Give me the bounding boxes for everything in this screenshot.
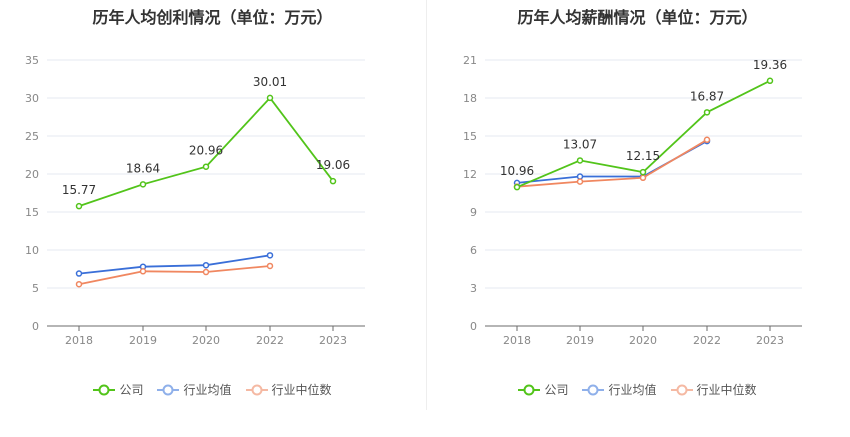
legend-label: 行业中位数: [271, 383, 332, 397]
y-tick-label: 5: [32, 282, 39, 295]
legend-label: 公司: [544, 383, 569, 397]
data-point: [75, 202, 83, 210]
series-line-1: [516, 140, 708, 184]
panel-divider: [426, 0, 427, 410]
legend-marker-icon: [93, 384, 116, 395]
series-line-1: [78, 254, 271, 275]
data-point: [576, 157, 584, 164]
data-point: [639, 168, 647, 176]
y-tick-label: 6: [470, 244, 477, 257]
data-point: [703, 109, 711, 116]
profit-chart-plot: 0 5 10 15 20 25 30 35 2018 2019 2020 2022 2023 15.77 1…: [25, 54, 365, 347]
salary-chart-plot: 0 3 6 9 12 15 18 21 2018 2019 2020 2022 2023 10.96 13.…: [463, 54, 802, 347]
x-tick-label: 2018: [503, 334, 531, 347]
data-point: [266, 94, 274, 102]
y-tick-label: 21: [463, 54, 477, 67]
data-label: 13.07: [563, 137, 597, 151]
x-tick-label: 2023: [756, 334, 784, 347]
legend-marker-icon: [245, 384, 268, 395]
x-tick-label: 2023: [319, 334, 347, 347]
y-tick-label: 0: [470, 320, 477, 333]
y-tick-label: 20: [25, 168, 39, 181]
y-tick-label: 9: [470, 206, 477, 219]
data-label: 30.01: [253, 75, 287, 89]
y-tick-label: 15: [463, 130, 477, 143]
y-tick-label: 25: [25, 130, 39, 143]
legend-item-industry-median[interactable]: 行业中位数: [245, 381, 332, 398]
data-label: 15.77: [62, 183, 96, 197]
y-tick-label: 0: [32, 320, 39, 333]
x-tick-label: 2020: [192, 334, 220, 347]
data-label: 10.96: [500, 164, 534, 178]
y-tick-label: 30: [25, 92, 39, 105]
legend-marker-icon: [157, 384, 180, 395]
series-line-2: [516, 139, 708, 188]
legend-label: 行业中位数: [696, 383, 757, 397]
legend-label: 行业均值: [183, 383, 232, 397]
series-line-2: [78, 265, 271, 286]
data-point: [576, 178, 584, 185]
legend-marker-icon: [670, 384, 693, 395]
data-point: [266, 262, 274, 270]
x-tick-label: 2022: [693, 334, 721, 347]
y-tick-label: 18: [463, 92, 477, 105]
data-point: [75, 280, 83, 288]
x-tick-label: 2020: [629, 334, 657, 347]
y-tick-label: 10: [25, 244, 39, 257]
data-point: [329, 177, 337, 185]
salary-chart-panel: 历年人均薪酬情况（单位：万元） 0 3 6 9 12 15 18 21 2018 2019 2020…: [425, 0, 850, 437]
data-point: [202, 261, 210, 269]
data-label: 18.64: [126, 161, 160, 175]
data-point: [202, 268, 210, 276]
data-label: 19.06: [316, 158, 350, 172]
data-point: [513, 183, 521, 191]
legend-item-company[interactable]: 公司: [518, 381, 568, 398]
legend-item-industry-median[interactable]: 行业中位数: [670, 381, 757, 398]
data-label: 12.15: [626, 149, 660, 163]
legend-item-company[interactable]: 公司: [93, 381, 143, 398]
data-point: [139, 181, 147, 188]
data-point: [639, 174, 647, 182]
data-point: [202, 163, 210, 170]
data-point: [703, 136, 711, 144]
profit-chart-panel: 历年人均创利情况（单位：万元） 0 5 10 15 20 25 30 35 2018 2019 20…: [0, 8, 425, 398]
chart-title: 历年人均薪酬情况（单位：万元）: [517, 8, 758, 27]
chart-legend: 公司 行业均值 行业中位数: [0, 381, 425, 398]
y-tick-label: 35: [25, 54, 39, 67]
x-tick-label: 2019: [129, 334, 157, 347]
legend-marker-icon: [518, 384, 541, 395]
data-point: [139, 268, 147, 275]
legend-label: 公司: [119, 383, 144, 397]
data-label: 16.87: [690, 89, 724, 103]
x-tick-label: 2018: [65, 334, 93, 347]
y-tick-label: 12: [463, 168, 477, 181]
data-point: [266, 252, 274, 259]
data-label: 20.96: [189, 144, 223, 158]
legend-marker-icon: [582, 384, 605, 395]
data-point: [576, 173, 584, 180]
legend-item-industry-avg[interactable]: 行业均值: [157, 381, 232, 398]
data-label: 19.36: [753, 58, 787, 72]
data-point: [766, 77, 774, 85]
legend-item-industry-avg[interactable]: 行业均值: [582, 381, 657, 398]
x-tick-label: 2019: [566, 334, 594, 347]
x-tick-label: 2022: [256, 334, 284, 347]
chart-legend: 公司 行业均值 行业中位数: [425, 381, 850, 398]
y-tick-label: 15: [25, 206, 39, 219]
chart-title: 历年人均创利情况（单位：万元）: [92, 8, 333, 27]
legend-label: 行业均值: [608, 383, 657, 397]
data-point: [75, 270, 83, 277]
y-tick-label: 3: [470, 282, 477, 295]
